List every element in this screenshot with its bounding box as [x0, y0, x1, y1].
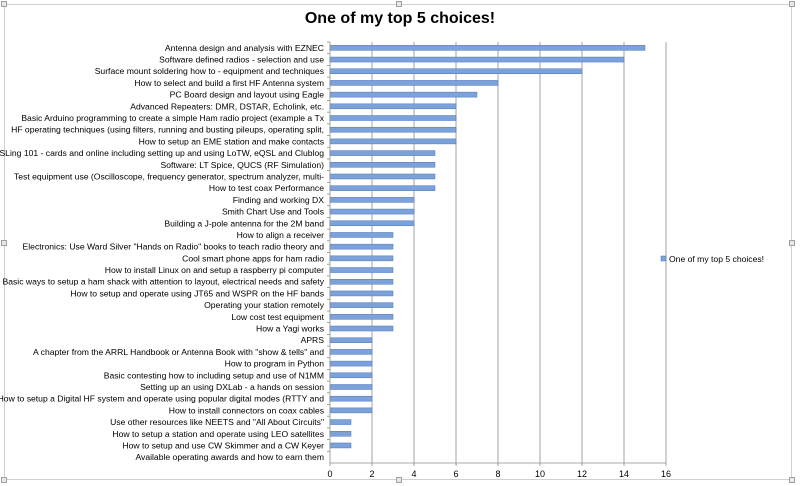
bar	[329, 278, 394, 285]
category-label: How to install Linux on and setup a rasp…	[105, 265, 324, 275]
category-label: Electronics: Use Ward Silver "Hands on R…	[23, 242, 325, 252]
category-label: Basic ways to setup a ham shack with att…	[3, 277, 325, 287]
gridlines	[371, 42, 667, 463]
bar	[329, 115, 457, 121]
bar	[329, 267, 394, 273]
bar	[329, 243, 394, 250]
bar	[329, 255, 394, 262]
bar	[329, 68, 583, 74]
category-label: Building a J-pole antenna for the 2M ban…	[164, 218, 324, 228]
bar	[329, 372, 373, 379]
bar	[329, 45, 646, 51]
resize-handle-top-left[interactable]	[1, 1, 7, 7]
bar	[329, 419, 352, 425]
bar	[329, 325, 394, 332]
legend-swatch	[660, 255, 667, 262]
bar	[329, 314, 394, 320]
category-label: Operating your station remotely	[204, 300, 325, 310]
bars	[329, 45, 646, 449]
category-label: How to program in Python	[225, 359, 325, 369]
category-label: Basic contesting how to including setup …	[104, 370, 324, 380]
axes	[327, 41, 667, 466]
category-label: Cool smart phone apps for ham radio	[182, 253, 324, 263]
category-label: Smith Chart Use and Tools	[222, 207, 324, 217]
legend-label: One of my top 5 choices!	[669, 254, 764, 264]
category-label: Surface mount soldering how to - equipme…	[95, 66, 324, 76]
bar	[329, 91, 478, 98]
category-label: How to setup and use CW Skimmer and a CW…	[122, 440, 324, 450]
category-label: How to setup a station and operate using…	[112, 429, 324, 439]
bar	[329, 150, 436, 156]
bar	[329, 185, 436, 191]
bar	[329, 56, 625, 63]
bar	[329, 384, 373, 390]
bar	[329, 220, 415, 227]
category-label: Use other resources like NEETS and "All …	[110, 417, 324, 427]
bar	[329, 126, 457, 133]
bar	[329, 173, 436, 180]
bar	[329, 232, 394, 238]
resize-handle-bottom-right[interactable]	[789, 477, 795, 483]
x-tick-label: 6	[453, 469, 458, 479]
category-label: HF operating techniques (using filters, …	[11, 125, 324, 135]
bar	[329, 103, 457, 110]
resize-handle-middle-left[interactable]	[1, 240, 7, 246]
bar	[329, 80, 499, 86]
category-label: Advanced Repeaters: DMR, DSTAR, Echolink…	[130, 101, 324, 111]
category-label: How a Yagi works	[256, 324, 324, 334]
bar	[329, 138, 457, 145]
x-tick-label: 16	[661, 469, 671, 479]
category-label: How to test coax Performance	[209, 183, 324, 193]
x-tick-label: 2	[369, 469, 374, 479]
category-label: Finding and working DX	[233, 195, 325, 205]
category-label: How to setup an EME station and make con…	[139, 136, 324, 146]
category-label: QSLing 101 - cards and online including …	[0, 148, 324, 158]
x-tick-label: 12	[577, 469, 587, 479]
category-label: Software defined radios - selection and …	[159, 55, 324, 65]
x-tick-label: 8	[495, 469, 500, 479]
x-tick-labels: 0 2 4 6 8 10 12 14 16	[327, 469, 671, 479]
category-label: Test equipment use (Oscilloscope, freque…	[14, 171, 324, 181]
category-label: Available operating awards and how to ea…	[135, 452, 324, 462]
chart-title: One of my top 5 choices!	[305, 10, 495, 27]
category-label: Software: LT Spice, QUCS (RF Simulation)	[161, 160, 325, 170]
x-tick-label: 10	[535, 469, 545, 479]
resize-handle-middle-right[interactable]	[789, 240, 795, 246]
x-tick-label: 0	[327, 469, 332, 479]
bar	[329, 431, 352, 437]
bar	[329, 442, 352, 449]
bar	[329, 395, 373, 402]
bar	[329, 162, 436, 168]
bar	[329, 208, 415, 215]
category-label: How to setup a Digital HF system and ope…	[0, 394, 324, 404]
category-label: Basic Arduino programming to create a si…	[21, 113, 324, 123]
bar	[329, 302, 394, 308]
category-label: APRS	[301, 335, 325, 345]
legend: One of my top 5 choices!	[660, 254, 764, 264]
category-label: Setting up an using DXLab - a hands on s…	[140, 382, 324, 392]
category-label: How to install connectors on coax cables	[169, 405, 324, 415]
bar	[329, 337, 373, 343]
category-label: How to align a receiver	[237, 230, 325, 240]
resize-handle-bottom-center[interactable]	[396, 477, 402, 483]
category-labels: Antenna design and analysis with EZNEC So…	[0, 43, 325, 462]
category-label: A chapter from the ARRL Handbook or Ante…	[33, 347, 324, 357]
bar	[329, 290, 394, 297]
resize-handle-top-center[interactable]	[396, 1, 402, 7]
bar	[329, 360, 373, 367]
category-label: Low cost test equipment	[231, 312, 324, 322]
category-label: How to setup and operate using JT65 and …	[70, 288, 324, 298]
bar	[329, 407, 373, 414]
x-tick-label: 14	[619, 469, 629, 479]
category-label: PC Board design and layout using Eagle	[170, 90, 325, 100]
resize-handle-bottom-left[interactable]	[1, 477, 7, 483]
bar	[329, 349, 373, 355]
x-tick-label: 4	[411, 469, 416, 479]
category-label: Antenna design and analysis with EZNEC	[165, 43, 324, 53]
resize-handle-top-right[interactable]	[789, 1, 795, 7]
bar	[329, 197, 415, 203]
category-label: How to select and build a first HF Anten…	[134, 78, 324, 88]
